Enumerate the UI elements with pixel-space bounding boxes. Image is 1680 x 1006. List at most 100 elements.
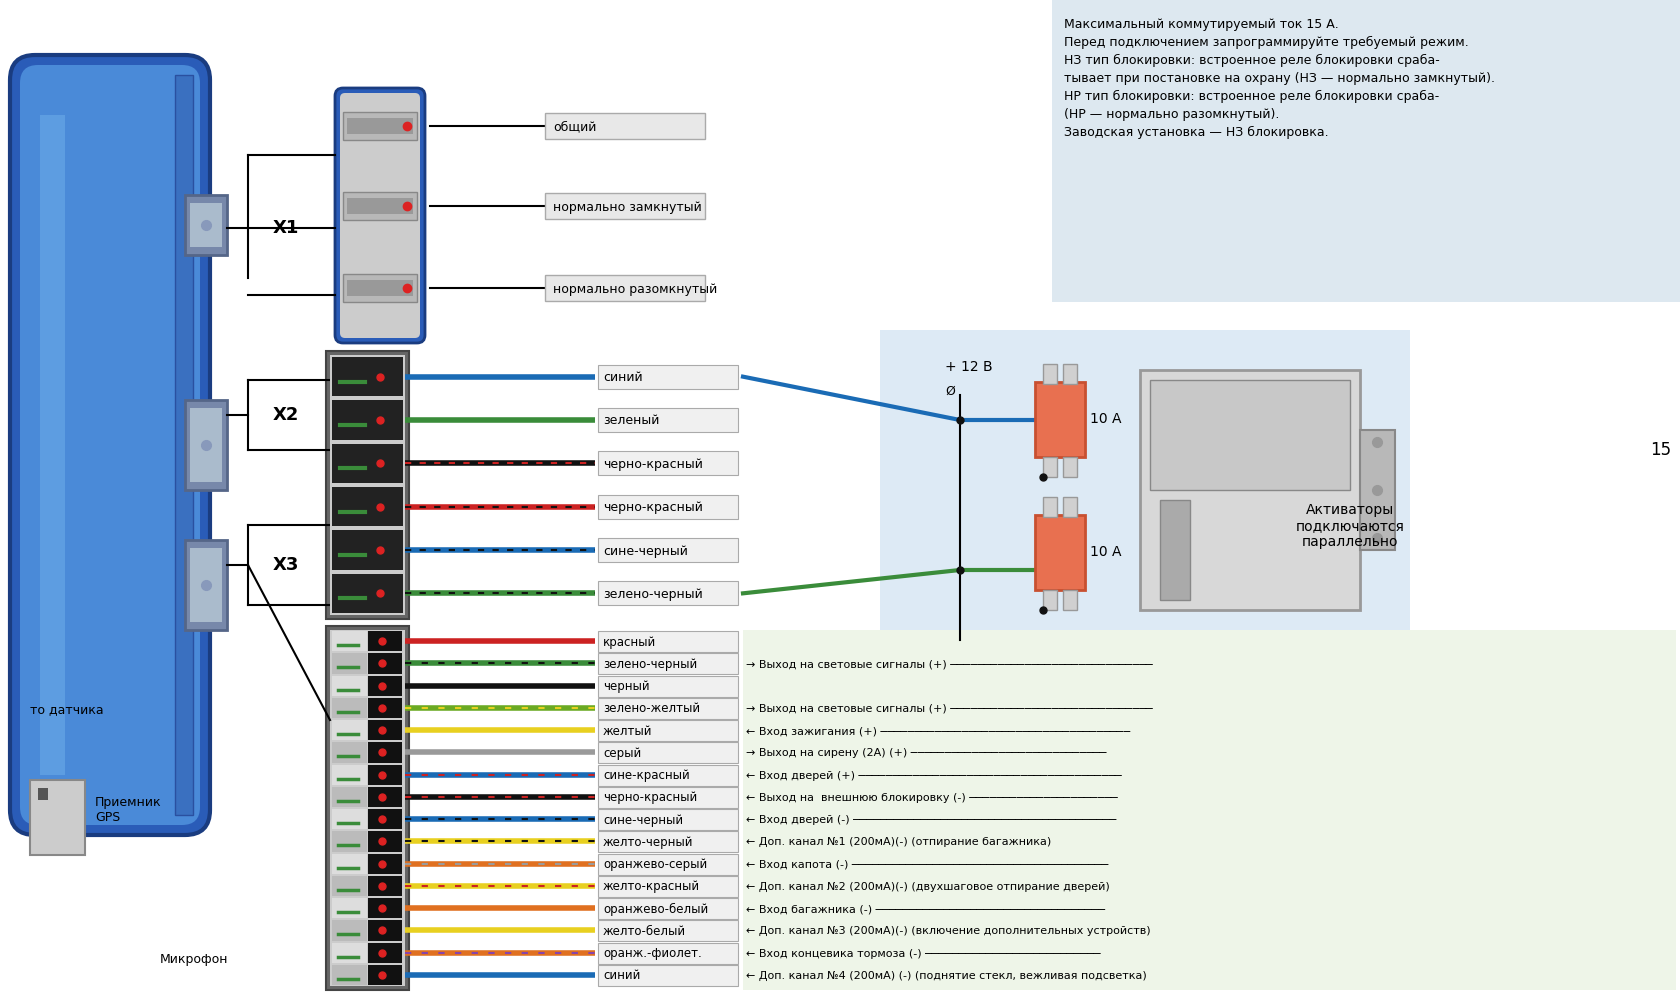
Bar bbox=[598, 538, 738, 562]
Bar bbox=[333, 653, 366, 673]
Text: сине-черный: сине-черный bbox=[603, 544, 687, 557]
Text: ← Доп. канал №4 (200мА) (-) (поднятие стекл, вежливая подсветка): ← Доп. канал №4 (200мА) (-) (поднятие ст… bbox=[746, 971, 1146, 981]
Bar bbox=[743, 630, 1675, 990]
Text: ← Доп. канал №1 (200мА)(-) (отпирание багажника): ← Доп. канал №1 (200мА)(-) (отпирание ба… bbox=[746, 837, 1050, 847]
Text: X3: X3 bbox=[272, 556, 299, 574]
Bar bbox=[368, 876, 402, 896]
Text: Перед подключением запрограммируйте требуемый режим.: Перед подключением запрограммируйте треб… bbox=[1063, 36, 1468, 49]
FancyBboxPatch shape bbox=[20, 65, 200, 825]
Text: Микрофон: Микрофон bbox=[160, 954, 228, 967]
Bar bbox=[368, 809, 402, 829]
FancyBboxPatch shape bbox=[10, 55, 210, 835]
Text: ← Вход дверей (+) ───────────────────────────────────────: ← Вход дверей (+) ──────────────────────… bbox=[746, 771, 1121, 781]
Bar bbox=[333, 487, 403, 526]
Bar bbox=[333, 898, 366, 918]
Text: X1: X1 bbox=[272, 219, 299, 237]
Bar bbox=[368, 653, 402, 673]
Bar bbox=[333, 876, 366, 896]
Bar bbox=[368, 675, 402, 696]
Text: Максимальный коммутируемый ток 15 А.: Максимальный коммутируемый ток 15 А. bbox=[1063, 18, 1339, 31]
Bar bbox=[368, 965, 402, 985]
Bar bbox=[175, 75, 193, 815]
Bar bbox=[598, 765, 738, 786]
Text: ← Доп. канал №3 (200мА)(-) (включение дополнительных устройств): ← Доп. канал №3 (200мА)(-) (включение до… bbox=[746, 927, 1149, 937]
Bar bbox=[598, 898, 738, 919]
Bar bbox=[333, 675, 366, 696]
Bar bbox=[333, 831, 366, 851]
Bar bbox=[368, 742, 402, 763]
Text: общий: общий bbox=[553, 121, 596, 134]
Bar bbox=[333, 631, 366, 651]
Text: → Выход на сирену (2А) (+) ─────────────────────────────: → Выход на сирену (2А) (+) ─────────────… bbox=[746, 748, 1105, 759]
Text: Заводская установка — НЗ блокировка.: Заводская установка — НЗ блокировка. bbox=[1063, 126, 1329, 139]
Text: желто-красный: желто-красный bbox=[603, 880, 699, 893]
Text: + 12 В: + 12 В bbox=[944, 360, 991, 374]
Text: 10 А: 10 А bbox=[1089, 545, 1121, 559]
Bar bbox=[598, 676, 738, 696]
Bar bbox=[368, 898, 402, 918]
Bar bbox=[1062, 497, 1077, 517]
Bar bbox=[333, 965, 366, 985]
Bar bbox=[190, 203, 222, 247]
Bar bbox=[1035, 382, 1084, 457]
Bar bbox=[185, 400, 227, 490]
Bar bbox=[333, 530, 403, 569]
Bar bbox=[368, 631, 402, 651]
Bar bbox=[1035, 515, 1084, 590]
Text: желтый: желтый bbox=[603, 724, 652, 737]
Bar bbox=[598, 920, 738, 942]
Text: ← Выход на  внешнюю блокировку (-) ──────────────────────: ← Выход на внешнюю блокировку (-) ──────… bbox=[746, 793, 1117, 803]
Text: ← Вход концевика тормоза (-) ──────────────────────────: ← Вход концевика тормоза (-) ───────────… bbox=[746, 949, 1100, 959]
Bar bbox=[346, 198, 413, 214]
Bar bbox=[326, 351, 408, 619]
Text: ← Вход багажника (-) ──────────────────────────────────: ← Вход багажника (-) ───────────────────… bbox=[746, 904, 1104, 914]
Bar bbox=[598, 809, 738, 830]
Bar bbox=[1159, 500, 1189, 600]
Bar bbox=[343, 274, 417, 302]
Bar bbox=[598, 631, 738, 652]
Bar bbox=[190, 548, 222, 622]
Bar bbox=[333, 573, 403, 613]
Bar bbox=[368, 943, 402, 963]
Bar bbox=[1062, 364, 1077, 384]
Text: Приемник
GPS: Приемник GPS bbox=[96, 796, 161, 824]
Text: Ø: Ø bbox=[944, 385, 954, 398]
Bar bbox=[40, 115, 66, 775]
Text: сине-черный: сине-черный bbox=[603, 814, 682, 827]
Bar bbox=[333, 357, 403, 396]
Text: Активаторы
подключаются
параллельно: Активаторы подключаются параллельно bbox=[1295, 503, 1403, 549]
Bar bbox=[333, 444, 403, 483]
FancyBboxPatch shape bbox=[339, 93, 420, 338]
Bar bbox=[346, 280, 413, 296]
Text: черно-красный: черно-красный bbox=[603, 792, 697, 805]
Bar bbox=[544, 113, 704, 139]
Bar bbox=[1042, 457, 1057, 477]
Bar bbox=[190, 408, 222, 482]
Text: 10 А: 10 А bbox=[1089, 412, 1121, 426]
Bar bbox=[598, 831, 738, 852]
Bar bbox=[598, 742, 738, 764]
Bar bbox=[544, 275, 704, 301]
Bar bbox=[329, 630, 405, 986]
Bar bbox=[598, 943, 738, 964]
Bar bbox=[1359, 430, 1394, 550]
Text: красный: красный bbox=[603, 636, 655, 649]
Bar bbox=[598, 653, 738, 674]
Bar bbox=[333, 809, 366, 829]
Bar bbox=[368, 853, 402, 874]
Bar bbox=[185, 195, 227, 255]
Bar bbox=[333, 765, 366, 785]
Bar bbox=[598, 452, 738, 475]
Text: зелено-черный: зелено-черный bbox=[603, 588, 702, 601]
Text: черно-красный: черно-красный bbox=[603, 501, 702, 514]
Text: то датчика: то датчика bbox=[30, 703, 104, 716]
Bar bbox=[1062, 457, 1077, 477]
Text: ← Доп. канал №2 (200мА)(-) (двухшаговое отпирание дверей): ← Доп. канал №2 (200мА)(-) (двухшаговое … bbox=[746, 882, 1109, 892]
Text: синий: синий bbox=[603, 970, 640, 983]
Text: зелено-черный: зелено-черный bbox=[603, 658, 697, 671]
Bar bbox=[598, 364, 738, 388]
Bar bbox=[1062, 590, 1077, 610]
Text: X2: X2 bbox=[272, 406, 299, 424]
Text: желто-черный: желто-черный bbox=[603, 836, 694, 849]
Bar bbox=[333, 698, 366, 718]
